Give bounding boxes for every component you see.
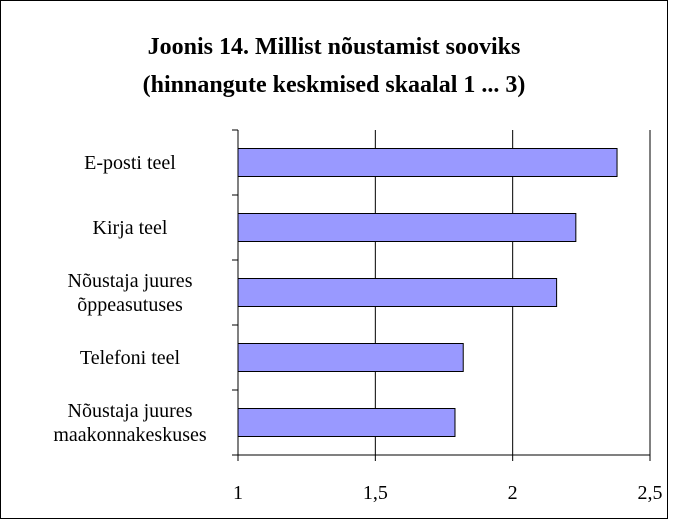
x-tick-label: 1 (233, 482, 243, 504)
bar (237, 343, 464, 372)
x-tick-label: 2,5 (638, 482, 663, 504)
y-tick-label: Nõustaja juures õppeasutuses (67, 269, 193, 316)
y-tick-label: Kirja teel (92, 216, 168, 239)
x-tick-label: 2 (508, 482, 518, 504)
x-tick-label: 1,5 (363, 482, 388, 504)
chart-subtitle: (hinnangute keskmised skaalal 1 ... 3) (142, 72, 526, 98)
bar (237, 148, 618, 177)
bar (237, 278, 558, 307)
y-tick-label: E-posti teel (84, 151, 176, 174)
bar (237, 213, 577, 242)
y-tick-label: Telefoni teel (79, 346, 181, 369)
y-tick-label: Nõustaja juures maakonnakeskuses (53, 399, 207, 446)
bar (237, 408, 456, 437)
chart-title: Joonis 14. Millist nõustamist sooviks (147, 34, 521, 60)
